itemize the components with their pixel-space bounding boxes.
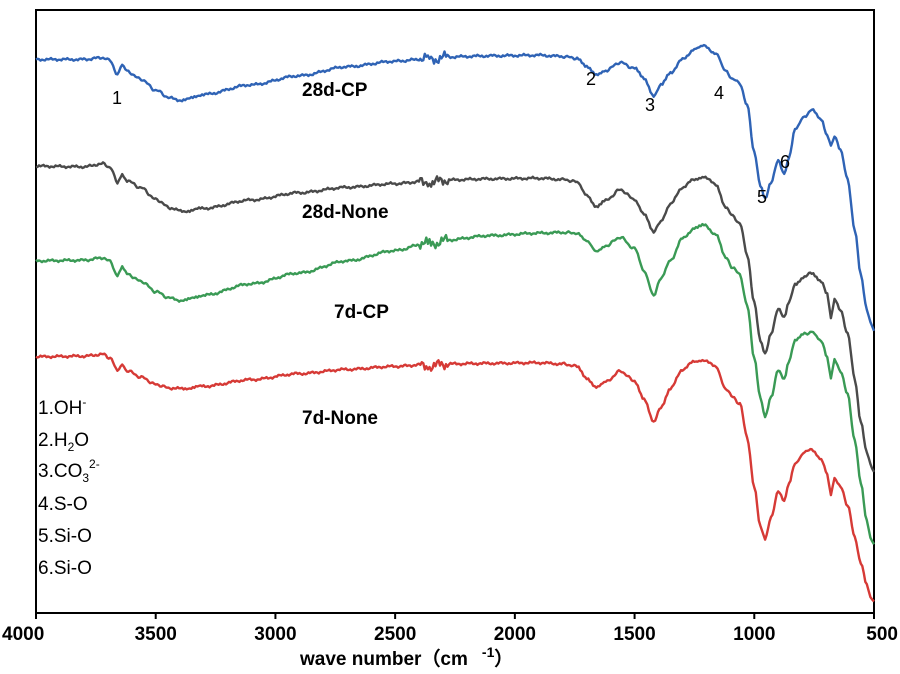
legend-entry-6: 6.Si-O <box>38 558 92 579</box>
series-label-7d-none: 7d-None <box>302 408 378 429</box>
peak-label-4: 4 <box>714 83 724 103</box>
legend-entry-3-sub: 3 <box>82 471 89 485</box>
legend-entry-1: 1.OH- <box>38 395 86 419</box>
x-tick-label-500: 500 <box>866 624 898 645</box>
plot-area-frame <box>35 9 875 614</box>
x-tick-label-1000: 1000 <box>733 624 775 645</box>
x-axis-title-close: ） <box>494 647 513 670</box>
series-line-7d-none <box>35 352 875 603</box>
series-line-28d-none <box>35 161 876 473</box>
legend-entry-2-suffix: O <box>74 430 89 451</box>
legend-entry-3: 3.CO32- <box>38 457 100 485</box>
legend-entry-2: 2.H2O <box>38 430 89 454</box>
band-legend: 1.OH- 2.H2O 3.CO32- 4.S-O 5.Si-O 6.Si-O <box>38 395 100 579</box>
x-axis-title: wave number（cm -1） <box>299 644 513 670</box>
peak-label-5: 5 <box>757 187 767 207</box>
series-line-28d-cp <box>35 43 876 332</box>
peak-label-6: 6 <box>780 152 790 172</box>
x-tick-label-3500: 3500 <box>135 624 177 645</box>
x-tick-label-1500: 1500 <box>613 624 655 645</box>
legend-entry-5: 5.Si-O <box>38 526 92 547</box>
x-axis-title-sup: -1 <box>482 644 495 660</box>
x-tick-label-4000: 4000 <box>2 624 44 645</box>
x-axis-title-main: wave number（cm <box>299 647 468 670</box>
legend-entry-3-sup: 2- <box>89 457 100 471</box>
series-line-7d-cp <box>35 222 876 545</box>
series-label-28d-none: 28d-None <box>302 202 389 223</box>
x-tick-label-2000: 2000 <box>494 624 536 645</box>
x-tick-label-3000: 3000 <box>254 624 296 645</box>
legend-entry-1-sup: - <box>82 395 86 409</box>
series-layer <box>35 43 876 603</box>
series-label-7d-cp: 7d-CP <box>334 302 389 323</box>
legend-entry-1-text: 1.OH <box>38 398 82 419</box>
peak-label-1: 1 <box>112 88 122 108</box>
legend-entry-2-text: 2.H <box>38 430 68 451</box>
legend-entry-2-sub: 2 <box>68 440 75 454</box>
x-axis-ticks: 4000 3500 3000 2500 2000 1500 1000 500 <box>2 613 898 645</box>
peak-label-2: 2 <box>586 69 596 89</box>
peak-label-3: 3 <box>645 95 655 115</box>
series-label-28d-cp: 28d-CP <box>302 80 368 101</box>
x-tick-label-2500: 2500 <box>374 624 416 645</box>
legend-entry-3-text: 3.CO <box>38 461 82 482</box>
legend-entry-4: 4.S-O <box>38 494 88 515</box>
